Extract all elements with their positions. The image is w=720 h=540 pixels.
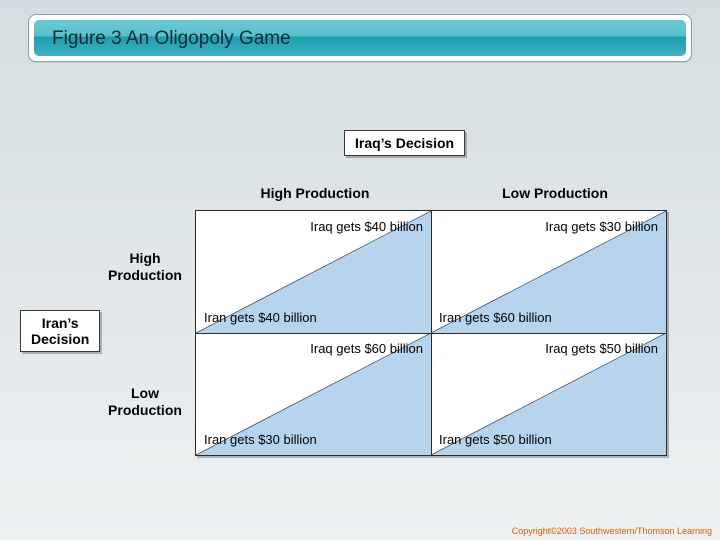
cell-low-high: Iraq gets $60 billion Iran gets $30 bill… [196,333,431,455]
slide-title: Figure 3 An Oligopoly Game [52,29,291,48]
cell-high-low: Iraq gets $30 billion Iran gets $60 bill… [431,211,666,333]
payoff-iran: Iran gets $60 billion [439,310,552,325]
payoff-iraq: Iraq gets $40 billion [310,219,423,234]
payoff-iran: Iran gets $30 billion [204,432,317,447]
left-player-label: Iran’s Decision [20,310,100,352]
payoff-iraq: Iraq gets $60 billion [310,341,423,356]
payoff-iran: Iran gets $50 billion [439,432,552,447]
copyright-text: Copyright©2003 Southwestern/Thomson Lear… [512,526,712,536]
cell-low-low: Iraq gets $50 billion Iran gets $50 bill… [431,333,666,455]
title-bar: Figure 3 An Oligopoly Game [28,14,692,62]
col-header-high: High Production [225,185,405,201]
left-player-label-text: Iran’s Decision [31,315,89,347]
col-header-low: Low Production [465,185,645,201]
top-player-label: Iraq’s Decision [344,130,465,156]
row-header-low: Low Production [100,385,190,419]
payoff-matrix: Iraq gets $40 billion Iran gets $40 bill… [195,210,667,456]
top-player-label-text: Iraq’s Decision [355,135,454,151]
payoff-iraq: Iraq gets $30 billion [545,219,658,234]
row-header-high: High Production [100,250,190,284]
cell-high-high: Iraq gets $40 billion Iran gets $40 bill… [196,211,431,333]
payoff-iraq: Iraq gets $50 billion [545,341,658,356]
title-bar-inner: Figure 3 An Oligopoly Game [34,20,686,56]
payoff-iran: Iran gets $40 billion [204,310,317,325]
slide: Figure 3 An Oligopoly Game Iraq’s Decisi… [0,0,720,540]
matrix-horizontal-divider [196,333,666,334]
